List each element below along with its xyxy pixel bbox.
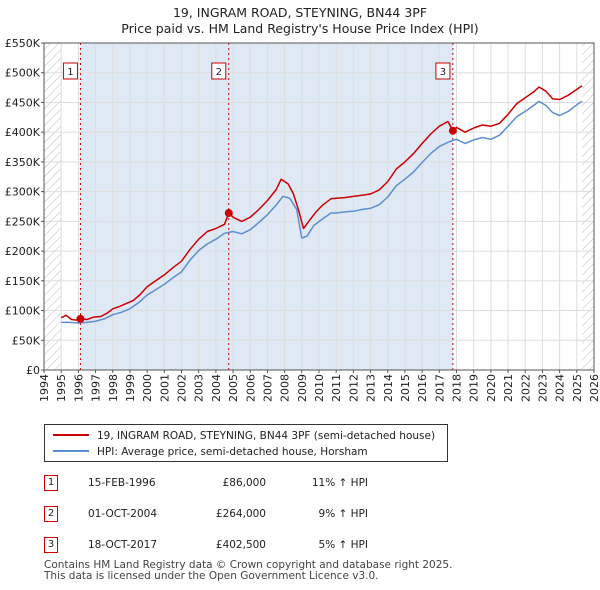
x-tick-label: 2019 — [468, 374, 481, 402]
x-tick-label: 2000 — [141, 374, 154, 402]
transaction-badge: 1 — [44, 475, 58, 491]
x-tick-label: 2025 — [571, 374, 584, 402]
x-tick-label: 1998 — [107, 374, 120, 402]
transaction-date: 18-OCT-2017 — [88, 539, 157, 551]
transaction-badge: 3 — [44, 537, 58, 553]
transaction-badge: 2 — [44, 506, 58, 522]
legend-swatch-property — [53, 434, 89, 436]
legend-swatch-hpi — [53, 450, 89, 452]
x-tick-label: 2026 — [588, 374, 600, 402]
x-tick-label: 2009 — [296, 374, 309, 402]
sale-point — [448, 126, 457, 135]
x-tick-label: 1995 — [55, 374, 68, 402]
x-tick-label: 2018 — [451, 374, 464, 402]
x-tick-label: 2012 — [347, 374, 360, 402]
x-tick-label: 2003 — [193, 374, 206, 402]
sale-label-text: 2 — [216, 67, 222, 78]
x-tick-label: 2020 — [485, 374, 498, 402]
sale-label-text: 1 — [67, 67, 73, 78]
transaction-hpi: 9% ↑ HPI — [318, 508, 368, 520]
x-tick-label: 2017 — [433, 374, 446, 402]
x-tick-label: 2011 — [330, 374, 343, 402]
y-tick-label: £0 — [26, 364, 40, 377]
sale-label-box — [211, 62, 227, 80]
footer-line-copyright: Contains HM Land Registry data © Crown c… — [44, 559, 453, 571]
y-tick-label: £350K — [5, 156, 41, 169]
transaction-date: 15-FEB-1996 — [88, 477, 156, 489]
sale-label-box — [62, 62, 78, 80]
footer-line-licence: This data is licensed under the Open Gov… — [44, 570, 379, 582]
chart-subtitle: Price paid vs. HM Land Registry's House … — [121, 21, 479, 36]
x-tick-label: 2002 — [176, 374, 189, 402]
transaction-hpi: 11% ↑ HPI — [311, 477, 368, 489]
x-tick-label: 2007 — [261, 374, 274, 402]
x-tick-label: 2023 — [536, 374, 549, 402]
x-tick-label: 2024 — [554, 374, 567, 402]
transaction-price: £264,000 — [215, 508, 266, 520]
x-tick-label: 2013 — [365, 374, 378, 402]
sale-label-text: 3 — [440, 67, 446, 78]
legend-item-hpi: HPI: Average price, semi-detached house,… — [53, 444, 368, 460]
x-tick-label: 1994 — [38, 374, 51, 402]
legend-label-hpi: HPI: Average price, semi-detached house,… — [97, 446, 368, 458]
x-tick-label: 2014 — [382, 374, 395, 402]
no-data-region-right — [581, 43, 594, 370]
transaction-hpi: 5% ↑ HPI — [318, 539, 368, 551]
legend: 19, INGRAM ROAD, STEYNING, BN44 3PF (sem… — [44, 424, 448, 462]
y-tick-label: £400K — [5, 126, 41, 139]
x-tick-label: 2021 — [502, 374, 515, 402]
x-tick-label: 2005 — [227, 374, 240, 402]
x-tick-label: 2006 — [244, 374, 257, 402]
legend-label-property: 19, INGRAM ROAD, STEYNING, BN44 3PF (sem… — [97, 430, 436, 442]
y-tick-label: £50K — [12, 334, 41, 347]
x-tick-label: 1996 — [72, 374, 85, 402]
x-tick-label: 1999 — [124, 374, 137, 402]
y-tick-label: £450K — [5, 96, 41, 109]
x-tick-label: 2022 — [519, 374, 532, 402]
y-tick-label: £150K — [5, 275, 41, 288]
y-tick-label: £200K — [5, 245, 41, 258]
x-tick-label: 2001 — [158, 374, 171, 402]
price-chart: 1 2 3 £0 £50K £100K £150K £200K £250K £300K £350K… — [5, 37, 600, 402]
footer-attribution: Contains HM Land Registry data © Crown c… — [44, 560, 452, 582]
sale-point — [224, 209, 233, 218]
legend-item-property: 19, INGRAM ROAD, STEYNING, BN44 3PF (sem… — [53, 428, 435, 444]
y-tick-label: £300K — [5, 186, 41, 199]
series-line-hpi — [61, 100, 583, 324]
ownership-shaded-band — [80, 43, 453, 370]
y-tick-label: £250K — [5, 215, 41, 228]
chart-title: 19, INGRAM ROAD, STEYNING, BN44 3PF — [172, 5, 428, 20]
x-tick-label: 2010 — [313, 374, 326, 402]
y-tick-label: £550K — [5, 37, 41, 50]
x-tick-label: 2008 — [279, 374, 292, 402]
sale-label-box — [435, 62, 451, 80]
transaction-price: £86,000 — [222, 477, 266, 489]
transaction-date: 01-OCT-2004 — [88, 508, 157, 520]
transaction-price: £402,500 — [215, 539, 266, 551]
y-tick-label: £500K — [5, 67, 41, 80]
sale-point — [76, 314, 85, 323]
x-tick-label: 1997 — [90, 374, 103, 402]
series-line-property — [60, 85, 583, 321]
x-tick-label: 2004 — [210, 374, 223, 402]
no-data-region-left — [44, 43, 62, 370]
x-tick-label: 2015 — [399, 374, 412, 402]
y-tick-label: £100K — [5, 305, 41, 318]
x-tick-label: 2016 — [416, 374, 429, 402]
